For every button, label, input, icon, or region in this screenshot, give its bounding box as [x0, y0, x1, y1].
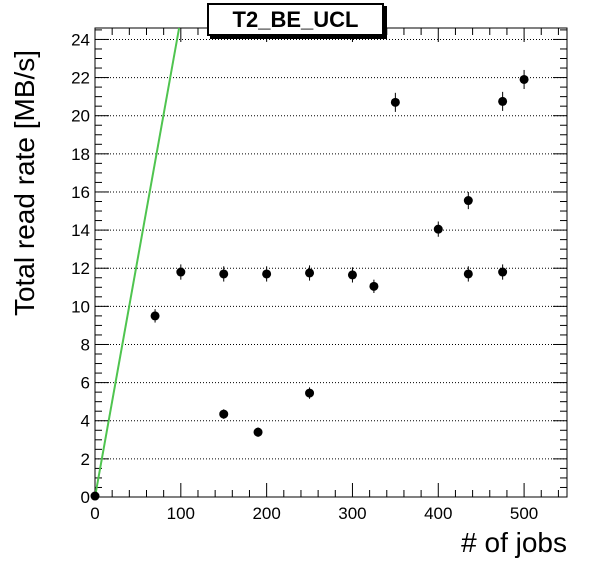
data-point	[433, 224, 443, 234]
data-point	[262, 269, 272, 279]
x-tick-label: 200	[252, 504, 280, 523]
data-point	[176, 267, 186, 277]
y-tick-label: 22	[71, 69, 90, 88]
data-point	[253, 427, 263, 437]
data-point	[219, 409, 229, 419]
y-tick-label: 16	[71, 183, 90, 202]
y-tick-label: 18	[71, 145, 90, 164]
x-tick-label: 400	[424, 504, 452, 523]
data-point	[347, 270, 357, 280]
y-tick-label: 2	[81, 450, 90, 469]
x-tick-label: 100	[167, 504, 195, 523]
data-point	[150, 311, 160, 321]
chart-title: T2_BE_UCL	[207, 3, 384, 36]
y-axis-label: Total read rate [MB/s]	[9, 49, 40, 317]
data-point	[305, 268, 315, 278]
reference-line	[94, 27, 181, 498]
y-tick-label: 0	[81, 488, 90, 507]
y-tick-label: 6	[81, 374, 90, 393]
y-tick-label: 24	[71, 30, 90, 49]
reference-line-group	[94, 27, 181, 498]
data-point	[369, 281, 379, 291]
y-tick-label: 4	[81, 412, 90, 431]
y-tick-label: 12	[71, 259, 90, 278]
y-tick-label: 20	[71, 107, 90, 126]
x-tick-label: 0	[90, 504, 99, 523]
data-point	[90, 491, 100, 501]
x-tick-label: 500	[510, 504, 538, 523]
y-tick-label: 8	[81, 335, 90, 354]
data-point	[463, 196, 473, 206]
x-tick-label: 300	[338, 504, 366, 523]
data-points	[90, 69, 529, 501]
x-axis-label: # of jobs	[461, 527, 567, 558]
data-point	[219, 269, 229, 279]
data-point	[498, 96, 508, 106]
data-point	[519, 74, 529, 84]
data-point	[305, 388, 315, 398]
y-tick-label: 14	[71, 221, 90, 240]
grid-lines	[95, 38, 567, 460]
data-point	[463, 269, 473, 279]
y-tick-label: 10	[71, 297, 90, 316]
data-point	[498, 267, 508, 277]
data-point	[390, 97, 400, 107]
